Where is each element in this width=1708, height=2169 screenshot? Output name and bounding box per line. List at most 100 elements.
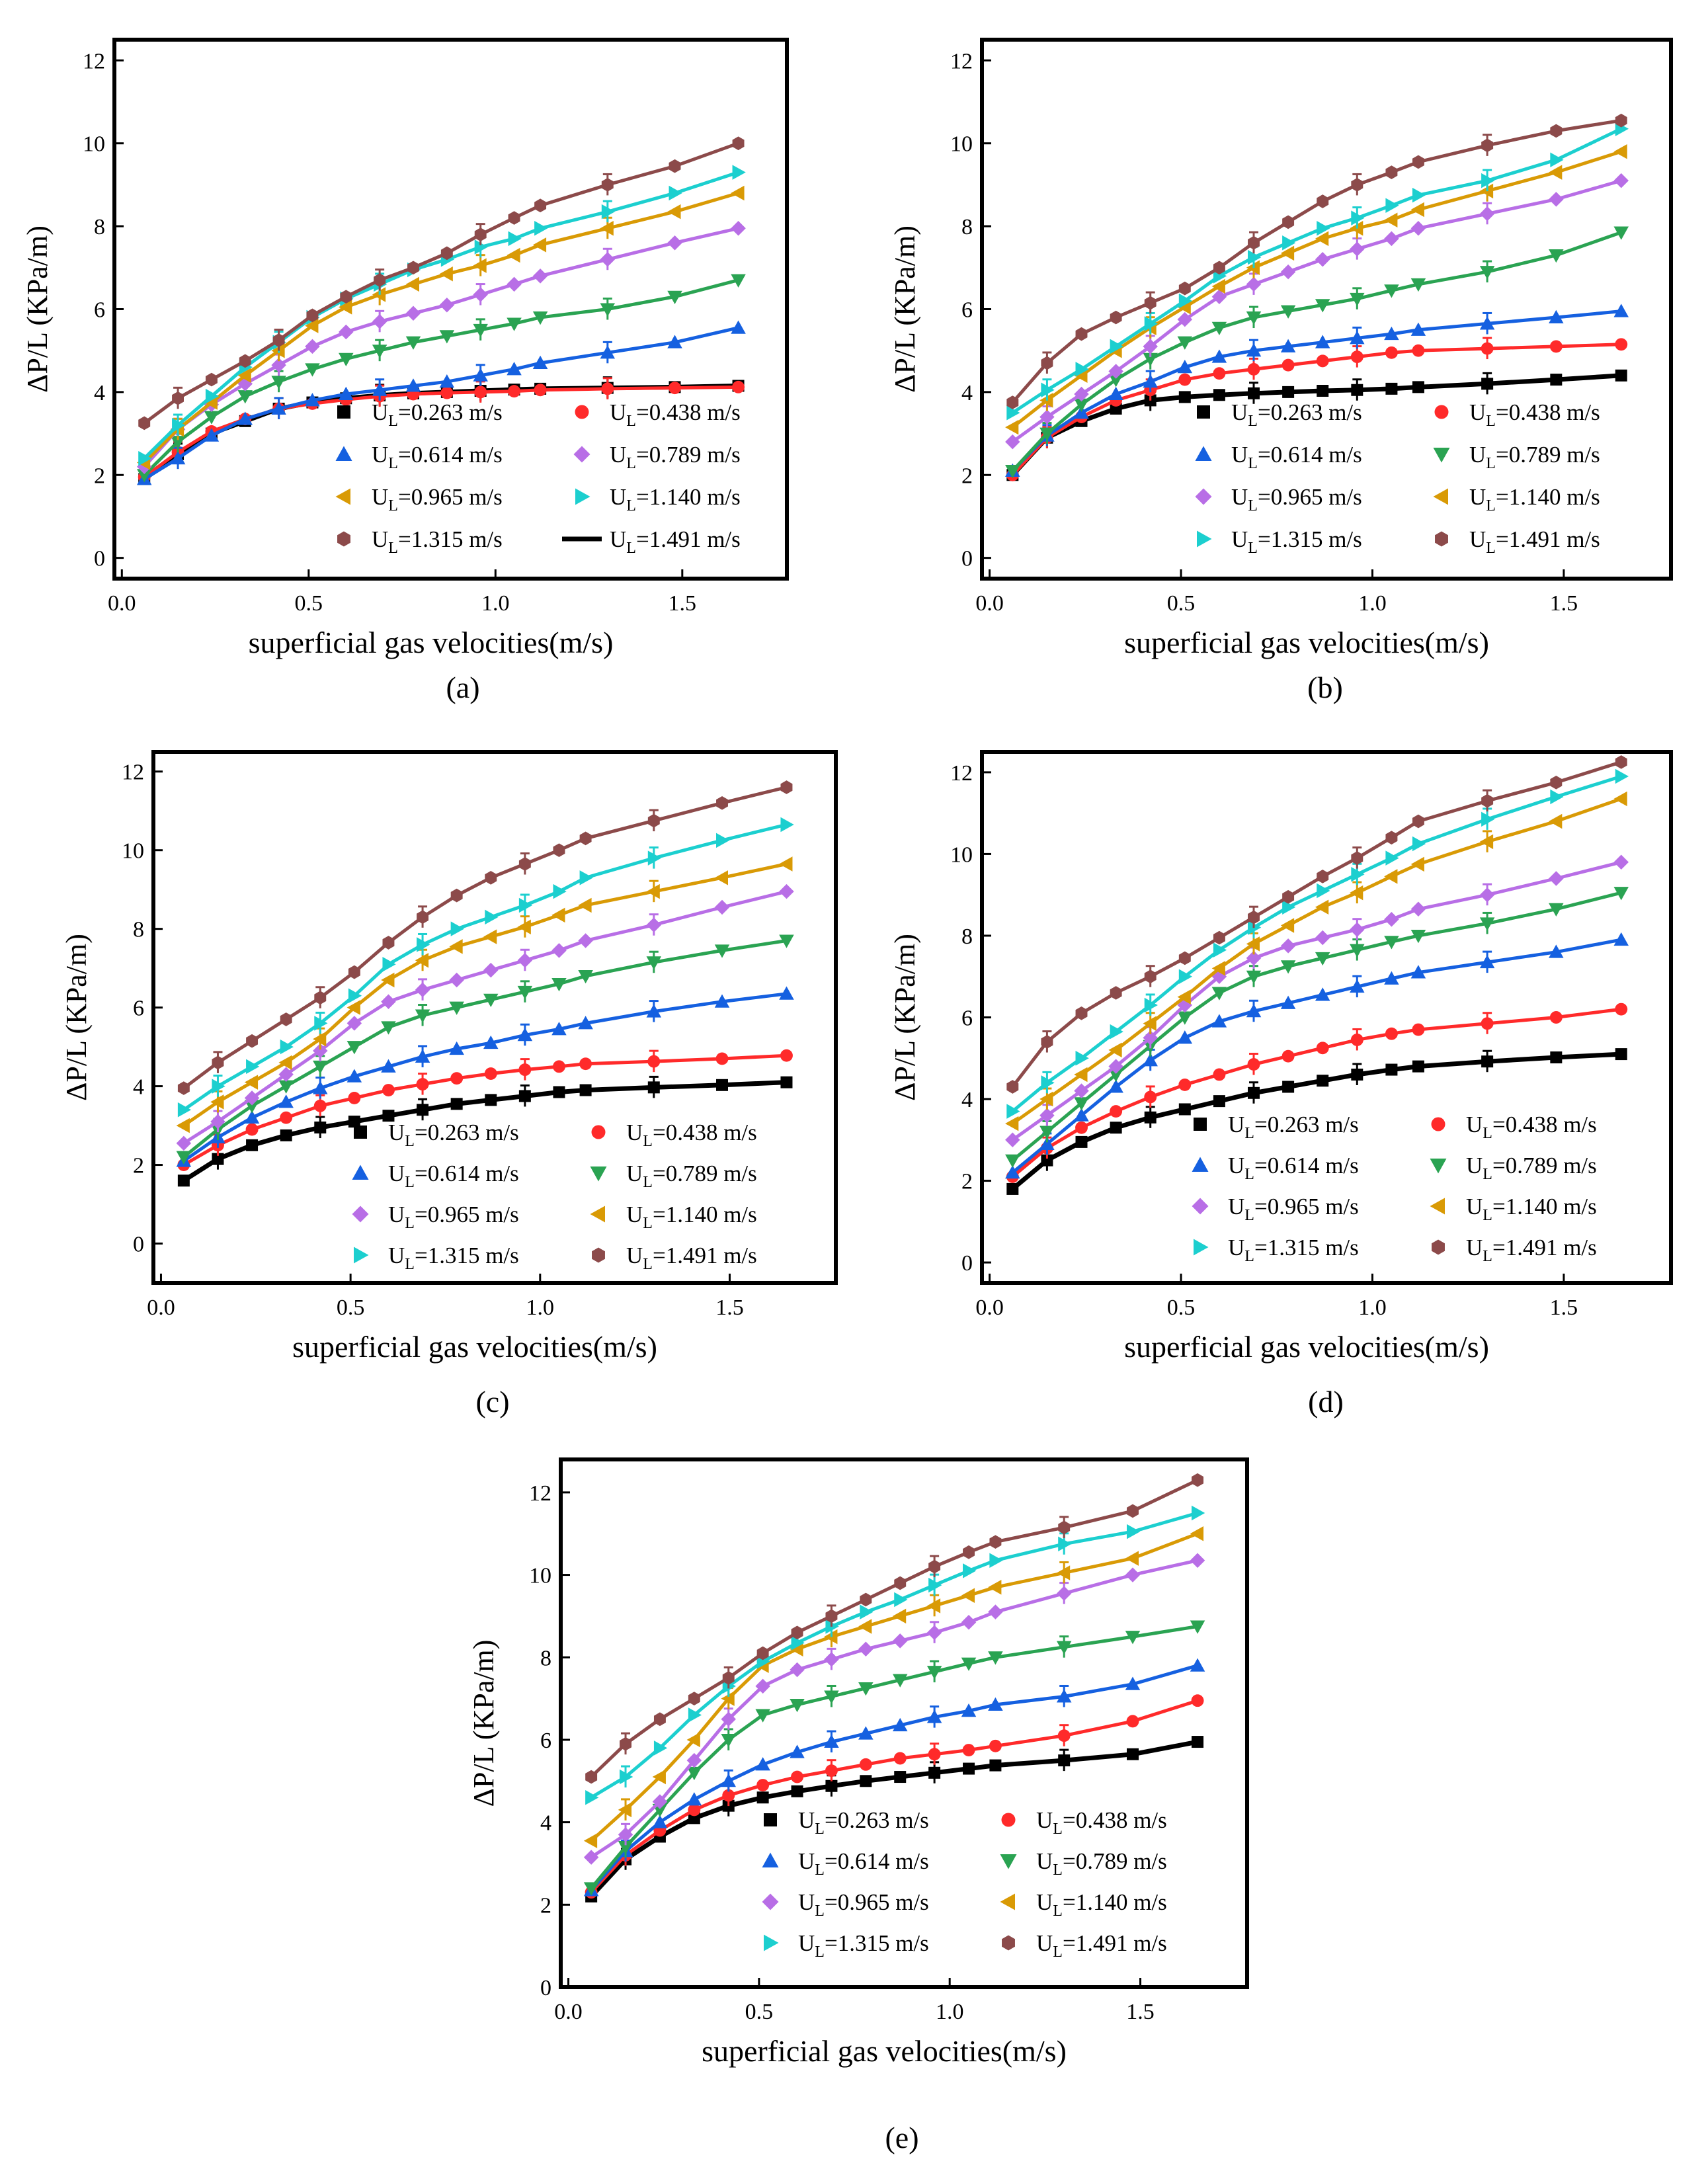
legend-label: UL=1.315 m/s <box>1228 1235 1359 1265</box>
data-point <box>1246 950 1262 966</box>
y-tick-label: 0 <box>133 1233 144 1257</box>
data-point <box>382 1084 395 1096</box>
data-point <box>825 1609 838 1623</box>
data-point <box>1213 942 1227 958</box>
data-point <box>669 185 682 201</box>
data-point <box>601 382 614 395</box>
data-point <box>755 1678 770 1694</box>
legend-label: UL=0.263 m/s <box>798 1807 929 1838</box>
data-point <box>578 933 593 948</box>
series-0_614 <box>1005 304 1629 477</box>
data-point <box>893 1752 907 1765</box>
series-1_140 <box>583 1526 1204 1848</box>
data-point <box>1143 1016 1157 1032</box>
data-point <box>1550 789 1564 805</box>
data-point <box>204 428 220 442</box>
data-point <box>756 1646 769 1660</box>
data-point <box>1280 245 1295 261</box>
legend-symbol <box>1433 488 1448 505</box>
chart-panel-c: 0 2 4 6 8 10 12 0.0 0.5 1.0 1.5 UL=0.263 m/s UL=0.43… <box>60 750 838 1418</box>
data-point <box>440 386 454 399</box>
data-point <box>278 1080 294 1094</box>
data-point <box>1351 384 1363 396</box>
data-point <box>1613 144 1627 159</box>
data-point <box>1479 887 1495 903</box>
y-tick-label: 0 <box>94 547 105 571</box>
data-point <box>962 1744 975 1756</box>
data-point <box>507 247 520 263</box>
legend-label: UL=1.315 m/s <box>388 1243 519 1273</box>
data-point <box>1410 856 1424 872</box>
data-point <box>1075 1135 1088 1148</box>
chart-panel-b: 0 2 4 6 8 10 12 0.0 0.5 1.0 1.5 UL=0.263 m/s UL=0.43… <box>889 38 1673 704</box>
y-axis-title: ΔP/L (KPa/m) <box>21 225 54 393</box>
data-point <box>449 972 464 988</box>
data-point <box>1384 912 1399 927</box>
data-point <box>721 1733 736 1748</box>
data-point <box>1281 358 1295 372</box>
data-point <box>305 363 320 377</box>
data-point <box>714 870 728 885</box>
data-point <box>305 339 320 354</box>
data-point <box>1074 1097 1089 1111</box>
data-point <box>532 311 548 325</box>
data-point <box>926 1709 942 1723</box>
series-line <box>590 1478 1199 1778</box>
legend-symbol <box>337 531 350 547</box>
data-point <box>620 1769 633 1785</box>
data-point <box>1410 965 1426 979</box>
series-line <box>183 992 787 1163</box>
data-point <box>1350 350 1363 364</box>
data-point <box>176 1135 192 1151</box>
x-tick-label: 0.5 <box>337 1295 365 1320</box>
data-point <box>583 1882 599 1896</box>
data-point <box>989 1739 1002 1752</box>
data-point <box>415 953 429 968</box>
series-line <box>1011 860 1622 1141</box>
legend-symbol <box>764 1813 777 1826</box>
data-point <box>172 417 186 433</box>
legend-label: UL=0.263 m/s <box>1231 399 1362 430</box>
data-point <box>1006 1182 1019 1195</box>
y-tick-label: 8 <box>961 924 973 949</box>
data-point <box>439 374 455 388</box>
data-point <box>731 320 746 334</box>
data-point <box>1110 1122 1122 1134</box>
data-point <box>585 1789 599 1805</box>
legend-symbol <box>352 1206 369 1223</box>
data-point <box>517 953 533 968</box>
series-0_614 <box>176 986 794 1167</box>
data-point <box>892 1717 908 1732</box>
data-point <box>415 982 430 998</box>
series-0_789 <box>1005 226 1629 479</box>
series-1_140 <box>1005 791 1627 1131</box>
y-tick-label: 12 <box>529 1481 551 1506</box>
series-line <box>1011 938 1622 1174</box>
data-point <box>1350 922 1365 937</box>
data-point <box>669 382 681 395</box>
data-point <box>1006 395 1019 409</box>
legend-item: UL=1.140 m/s <box>590 1202 757 1232</box>
data-point <box>1282 1081 1295 1093</box>
data-point <box>1211 278 1225 294</box>
data-point <box>1178 951 1191 965</box>
data-point <box>688 1803 701 1817</box>
legend-item: UL=0.438 m/s <box>1001 1807 1167 1838</box>
data-point <box>1192 1473 1203 1487</box>
legend-symbol <box>1433 448 1450 463</box>
legend-label: UL=0.438 m/s <box>626 1120 757 1150</box>
data-point <box>1385 165 1398 179</box>
data-point <box>518 1090 531 1102</box>
data-point <box>1385 1027 1398 1040</box>
legend-symbol <box>354 1125 367 1139</box>
legend-label: UL=0.614 m/s <box>1228 1153 1359 1183</box>
data-point <box>517 919 531 934</box>
data-point <box>961 1703 977 1717</box>
legend-symbol <box>1192 1157 1209 1172</box>
data-point <box>1385 831 1398 845</box>
data-point <box>1144 969 1157 984</box>
legend-symbol <box>1195 488 1212 505</box>
data-point <box>348 988 362 1004</box>
legend-item: UL=0.438 m/s <box>575 399 741 430</box>
data-point <box>791 1625 803 1640</box>
